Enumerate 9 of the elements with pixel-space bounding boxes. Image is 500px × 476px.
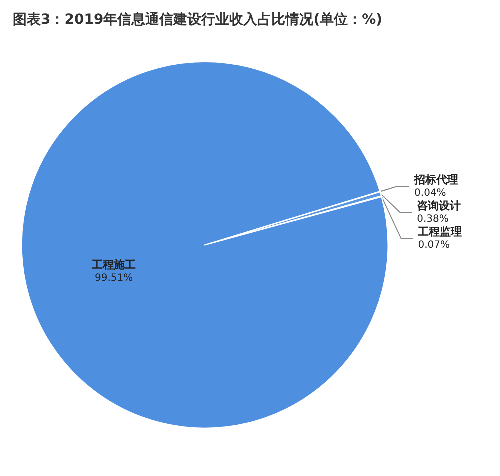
slice-label: 咨询设计 bbox=[417, 200, 462, 213]
data-label: 99.51% bbox=[95, 272, 134, 284]
slice-label: 招标代理 bbox=[414, 174, 459, 187]
data-label: 0.04% bbox=[414, 188, 446, 200]
chart-title: 图表3：2019年信息通信建设行业收入占比情况(单位：%) bbox=[13, 11, 383, 28]
data-label: 0.38% bbox=[417, 214, 449, 226]
slice-label: 工程施工 bbox=[91, 258, 136, 272]
data-label: 0.07% bbox=[418, 240, 450, 252]
slice-label: 工程监理 bbox=[417, 226, 462, 239]
